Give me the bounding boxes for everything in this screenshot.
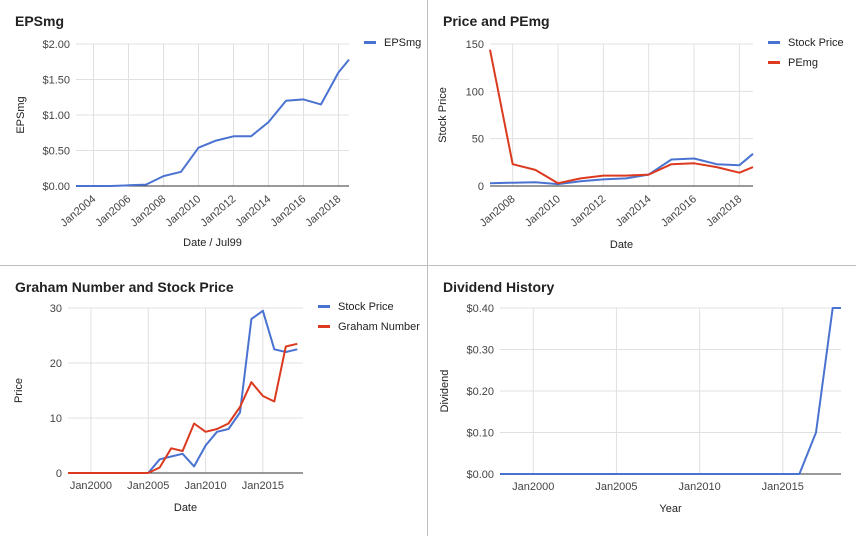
- y-tick-label: $1.50: [42, 75, 70, 87]
- chart-panel-epsmg: EPSmg $0.00 $0.50 $1.00 $1.50 $2.00 Jan2004 Ja…: [0, 0, 428, 266]
- legend-swatch: [364, 41, 376, 44]
- x-axis-title: Date: [174, 502, 197, 514]
- chart-panel-price-pemg: Price and PEmg 0 50 100 150 Jan2008 Jan2010 Ja…: [428, 0, 856, 266]
- x-axis-title: Date: [610, 239, 633, 251]
- y-tick-label: $0.20: [466, 386, 494, 398]
- y-tick-label: 0: [56, 468, 62, 480]
- y-tick-label: $2.00: [42, 39, 70, 51]
- y-axis-title: Dividend: [439, 370, 451, 413]
- x-tick-label: Jan2018: [303, 193, 343, 229]
- chart-title: Dividend History: [443, 279, 555, 295]
- x-tick-label: Jan2010: [163, 193, 203, 229]
- chart-panel-graham-number: Graham Number and Stock Price 0 10 20 30 Jan…: [0, 266, 428, 536]
- chart-title: EPSmg: [15, 13, 65, 29]
- y-tick-label: 0: [478, 181, 484, 193]
- y-tick-label: $0.10: [466, 428, 494, 440]
- chart-epsmg: $0.00$0.50$1.00$1.50$2.00Jan2004Jan2006J…: [15, 37, 421, 249]
- x-tick-label: Jan2005: [595, 481, 637, 493]
- y-tick-label: $1.00: [42, 110, 70, 122]
- y-axis-title: EPSmg: [15, 96, 27, 133]
- series-line-graham-number: [68, 342, 298, 474]
- chart-title: Graham Number and Stock Price: [15, 279, 234, 295]
- x-tick-label: Jan2010: [523, 193, 563, 229]
- x-tick-label: Jan2008: [478, 193, 518, 229]
- legend-label: Graham Number: [338, 321, 420, 333]
- x-tick-label: Jan2010: [679, 481, 721, 493]
- y-axis-title: Price: [13, 378, 25, 403]
- chart-panel-dividend-history: Dividend History $0.00 $0.10 $0.20 $0.30 $0.…: [428, 266, 856, 536]
- x-tick-label: Jan2014: [233, 193, 273, 229]
- y-tick-label: $0.00: [466, 469, 494, 481]
- x-tick-label: Jan2016: [659, 193, 699, 229]
- y-tick-label: 10: [50, 413, 62, 425]
- x-tick-label: Jan2015: [762, 481, 804, 493]
- chart-graham-number: 0 10 20 30 Jan2000 Jan2005 Jan2010 Jan2015 Date P…: [13, 301, 420, 514]
- x-tick-label: Jan2005: [127, 480, 169, 492]
- x-axis-title: Year: [659, 503, 682, 515]
- y-tick-label: $0.40: [466, 303, 494, 315]
- y-tick-label: $0.30: [466, 345, 494, 357]
- x-tick-label: Jan2012: [198, 193, 238, 229]
- x-tick-label: Jan2000: [70, 480, 112, 492]
- y-tick-label: $0.50: [42, 146, 70, 158]
- x-tick-label: Jan2018: [704, 193, 744, 229]
- series-line-pemg: [489, 49, 754, 185]
- x-tick-label: Jan2006: [93, 193, 133, 229]
- x-tick-label: Jan2014: [614, 193, 654, 229]
- x-tick-label: Jan2004: [58, 193, 98, 229]
- x-axis-title: Date / Jul99: [183, 237, 242, 249]
- x-tick-label: Jan2000: [512, 481, 554, 493]
- legend-swatch: [768, 41, 780, 44]
- legend-label: EPSmg: [384, 37, 421, 49]
- legend-label: Stock Price: [338, 301, 394, 313]
- y-tick-label: 30: [50, 303, 62, 315]
- y-tick-label: $0.00: [42, 181, 70, 193]
- x-tick-label: Jan2012: [568, 193, 608, 229]
- x-tick-label: Jan2010: [184, 480, 226, 492]
- legend-swatch: [318, 325, 330, 328]
- y-tick-label: 150: [466, 39, 484, 51]
- chart-dividend-history: $0.00 $0.10 $0.20 $0.30 $0.40 Jan2000 Jan2005 J…: [439, 303, 841, 515]
- y-tick-label: 20: [50, 358, 62, 370]
- series-line-0: [500, 307, 841, 475]
- chart-title: Price and PEmg: [443, 13, 550, 29]
- legend-label: Stock Price: [788, 37, 844, 49]
- legend-label: PEmg: [788, 57, 818, 69]
- legend-swatch: [768, 61, 780, 64]
- y-tick-label: 50: [472, 134, 484, 146]
- x-tick-label: Jan2016: [268, 193, 308, 229]
- legend-swatch: [318, 305, 330, 308]
- x-tick-label: Jan2015: [242, 480, 284, 492]
- y-tick-label: 100: [466, 86, 484, 98]
- series-line-epsmg: [76, 58, 350, 187]
- x-tick-label: Jan2008: [128, 193, 168, 229]
- series-line-stock-price: [489, 153, 754, 186]
- y-axis-title: Stock Price: [437, 87, 449, 143]
